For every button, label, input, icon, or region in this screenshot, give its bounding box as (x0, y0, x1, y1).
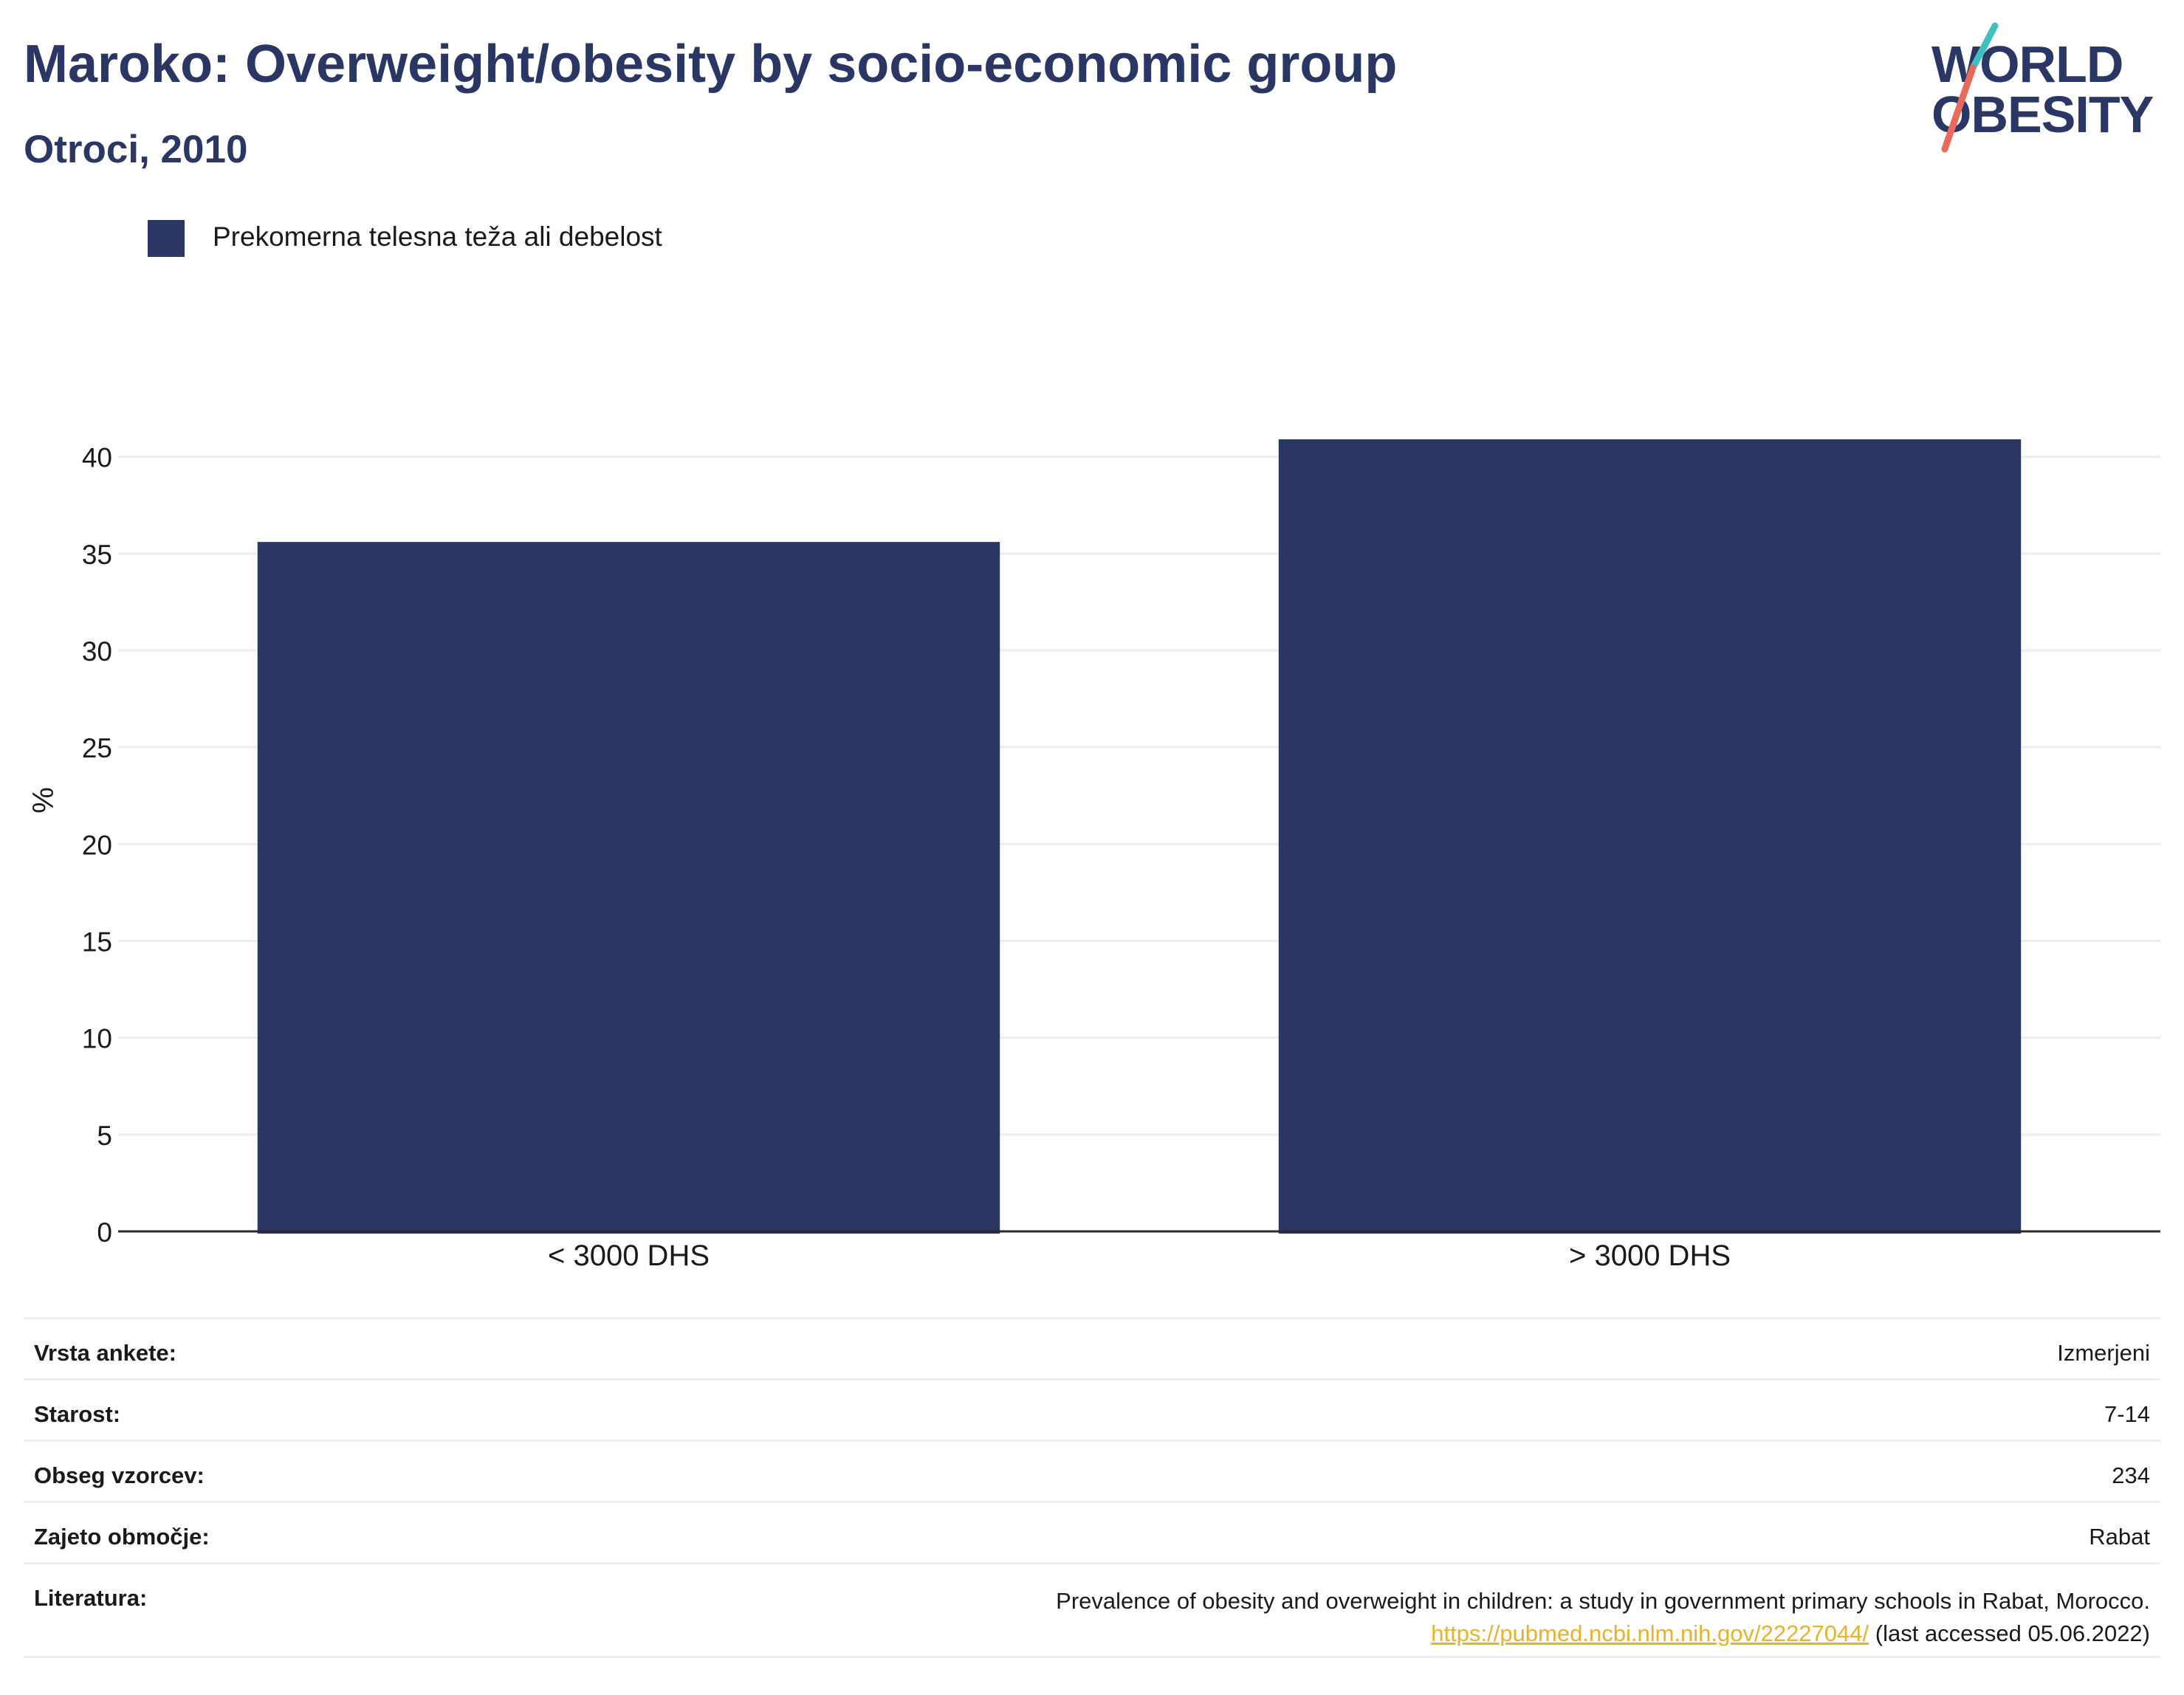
sample-size-label: Obseg vzorcev: (34, 1462, 205, 1488)
y-tick-label: 10 (82, 1024, 112, 1054)
chart-title: Maroko: Overweight/obesity by socio-econ… (24, 35, 1398, 94)
y-tick-label: 15 (82, 927, 112, 957)
bar-chart: 0 5 10 15 20 25 30 35 40 < 3000 DHS > 3000 DHS% (27, 439, 2160, 1272)
survey-type-label: Vrsta ankete: (34, 1340, 176, 1366)
age-label: Starost: (34, 1401, 121, 1427)
y-tick-label: 0 (97, 1217, 112, 1248)
reference-link[interactable]: https://pubmed.ncbi.nlm.nih.gov/22227044… (1431, 1620, 1869, 1646)
y-tick-label: 25 (82, 733, 112, 763)
bar (257, 542, 1000, 1234)
area-covered-label: Zajeto območje: (34, 1524, 210, 1550)
y-tick-label: 20 (82, 830, 112, 860)
reference-label: Literatura: (34, 1585, 148, 1611)
table-row: Obseg vzorcev: 234 (24, 1440, 2160, 1501)
age-value: 7-14 (2104, 1401, 2150, 1427)
survey-type-value: Izmerjeni (2057, 1340, 2150, 1366)
table-row: Vrsta ankete: Izmerjeni (24, 1317, 2160, 1378)
survey-info-table: Vrsta ankete: Izmerjeni Starost: 7-14 Ob… (24, 1317, 2160, 1658)
legend-swatch (148, 220, 185, 257)
y-tick-label: 30 (82, 636, 112, 667)
x-tick-label: < 3000 DHS (548, 1240, 710, 1272)
logo-slash-icon (1941, 22, 1999, 153)
world-obesity-logo: WORLD OBESITY (1927, 22, 2171, 155)
table-row: Zajeto območje: Rabat (24, 1501, 2160, 1562)
sample-size-value: 234 (2112, 1462, 2150, 1488)
reference-text: Prevalence of obesity and overweight in … (1056, 1588, 2150, 1614)
chart-subtitle: Otroci, 2010 (24, 128, 248, 171)
y-axis-title: % (27, 787, 60, 814)
table-row: Starost: 7-14 (24, 1378, 2160, 1440)
logo-word-world: WORLD (1931, 35, 2123, 93)
bar (1278, 439, 2022, 1234)
y-tick-label: 35 (82, 540, 112, 570)
y-tick-label: 40 (82, 443, 112, 473)
reference-value: Prevalence of obesity and overweight in … (1056, 1585, 2150, 1650)
area-covered-value: Rabat (2089, 1524, 2150, 1550)
legend-label: Prekomerna telesna teža ali debelost (213, 221, 662, 252)
reference-accessed-note: (last accessed 05.06.2022) (1875, 1620, 2150, 1646)
logo-word-obesity: OBESITY (1931, 86, 2154, 143)
y-tick-label: 5 (97, 1121, 112, 1151)
x-tick-label: > 3000 DHS (1569, 1240, 1731, 1272)
table-row: Literatura: Prevalence of obesity and ov… (24, 1562, 2160, 1658)
